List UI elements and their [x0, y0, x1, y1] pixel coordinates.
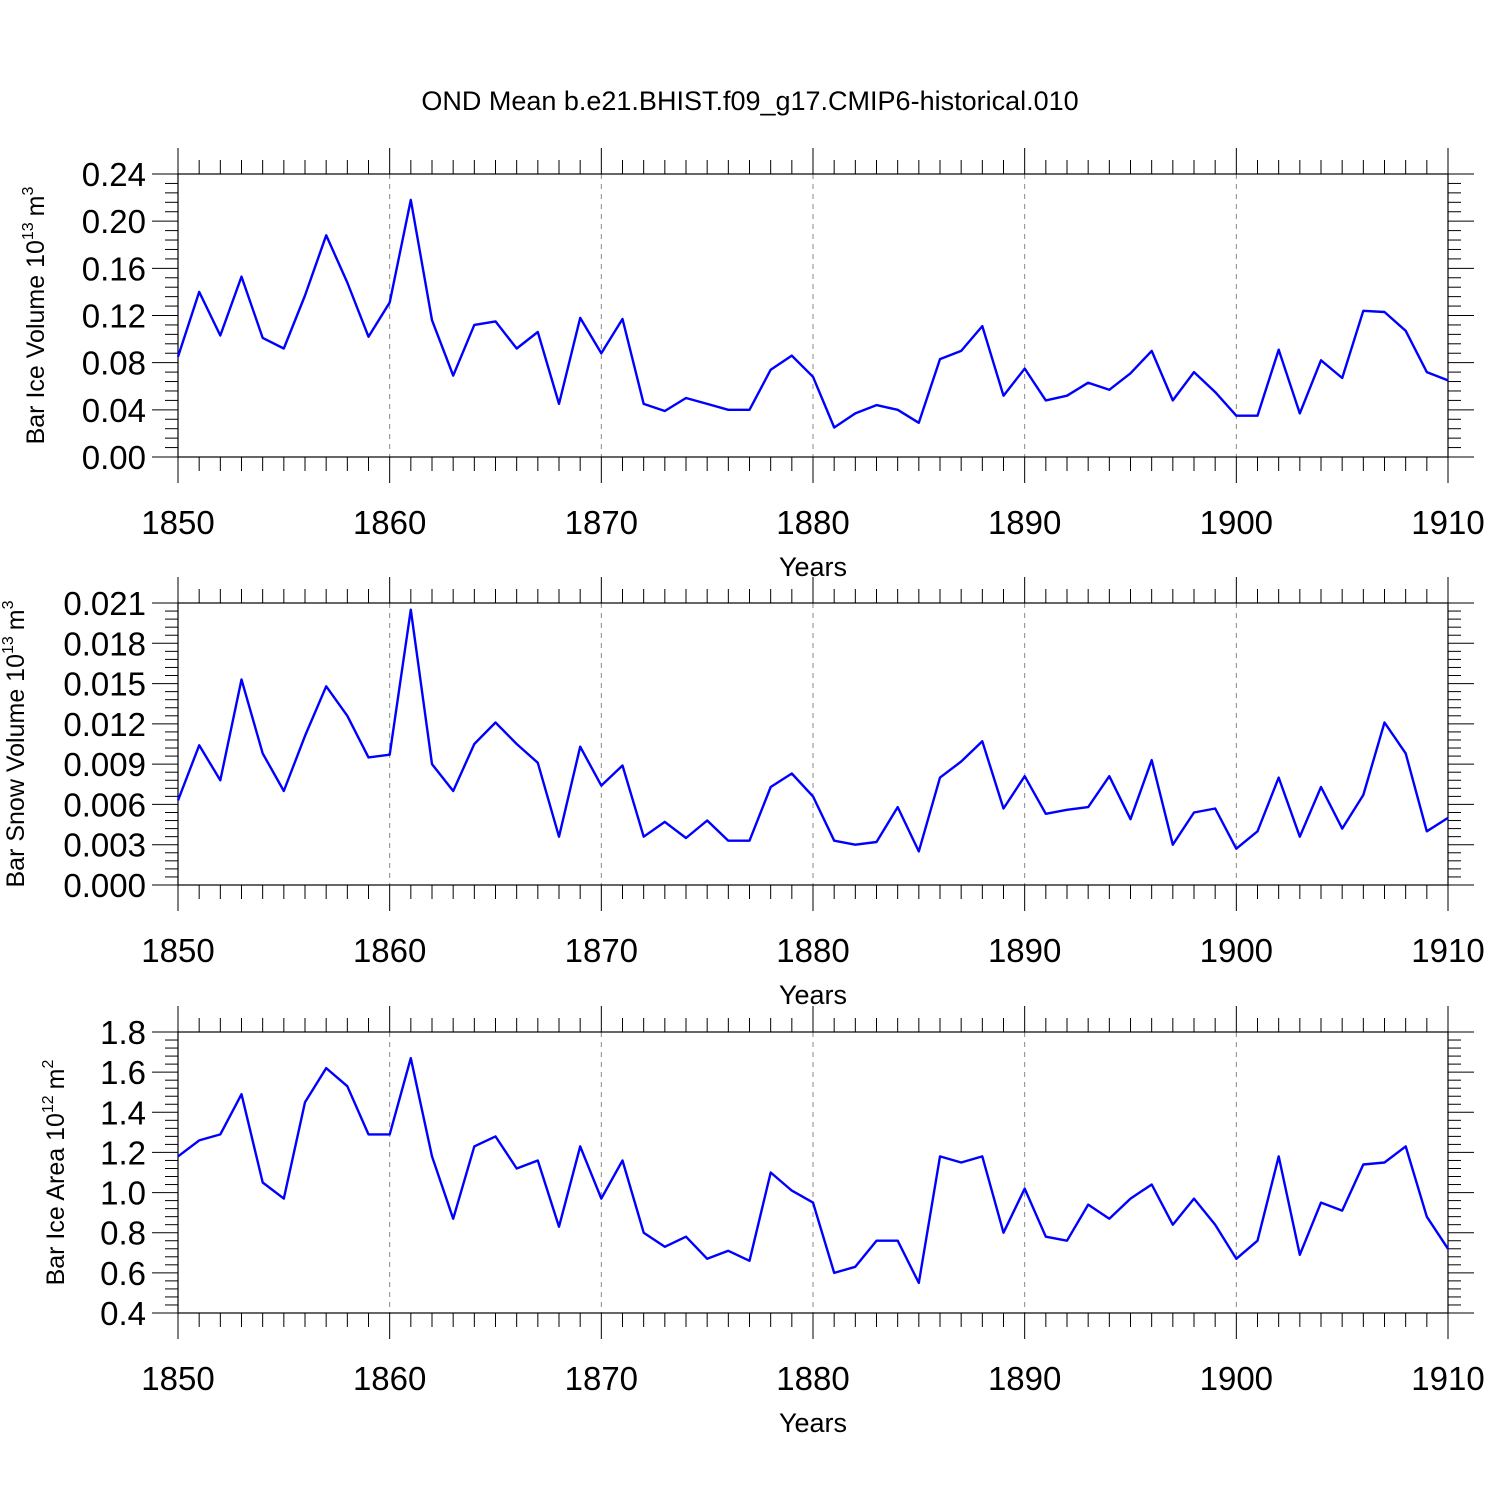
series-line	[176, 608, 1449, 853]
y-tick-label: 1.6	[100, 1054, 146, 1091]
y-tick-label: 0.018	[63, 625, 146, 662]
x-tick-label: 1900	[1200, 504, 1273, 541]
y-tick-label: 0.4	[100, 1295, 146, 1332]
y-tick-label: 1.0	[100, 1175, 146, 1212]
y-tick-label: 0.006	[63, 786, 146, 823]
y-axis-label: Bar Snow Volume 1013 m3	[0, 600, 30, 887]
plot-frame	[177, 602, 1449, 886]
y-axis-label: Bar Ice Area 1012 m2	[40, 1059, 70, 1285]
x-tick-label: 1860	[353, 504, 426, 541]
y-tick-label: 0.16	[82, 250, 146, 287]
y-axis-label-exponent: 12	[40, 1095, 57, 1113]
x-tick-label: 1850	[141, 932, 214, 969]
y-axis-label-text: Bar Ice Area 10	[42, 1113, 70, 1285]
y-tick-label: 0.6	[100, 1255, 146, 1292]
y-axis-label-unit-exponent: 3	[20, 186, 37, 195]
x-tick-label: 1850	[141, 1360, 214, 1397]
y-tick-label: 0.000	[63, 867, 146, 904]
y-axis-label-unit-exponent: 2	[40, 1059, 57, 1068]
x-tick-label: 1900	[1200, 1360, 1273, 1397]
x-tick-label: 1880	[776, 932, 849, 969]
x-tick-label: 1910	[1411, 504, 1484, 541]
y-tick-label: 1.4	[100, 1094, 146, 1131]
y-axis-label-text: Bar Snow Volume 10	[2, 654, 30, 887]
x-axis-label: Years	[779, 980, 847, 1010]
x-tick-label: 1890	[988, 932, 1061, 969]
y-axis-label-exponent: 13	[20, 222, 37, 240]
x-tick-label: 1870	[565, 504, 638, 541]
y-tick-label: 0.021	[63, 585, 146, 622]
x-tick-label: 1910	[1411, 932, 1484, 969]
y-tick-label: 0.015	[63, 666, 146, 703]
y-axis-label: Bar Ice Volume 1013 m3	[20, 186, 50, 444]
y-tick-label: 0.009	[63, 746, 146, 783]
y-axis-label-unit: m	[2, 609, 30, 630]
x-tick-label: 1870	[565, 932, 638, 969]
y-tick-label: 0.24	[82, 156, 146, 193]
series-line	[176, 198, 1449, 429]
series-line	[177, 1056, 1450, 1285]
y-tick-label: 0.20	[82, 203, 146, 240]
y-tick-label: 1.8	[100, 1014, 146, 1051]
plot-frame	[177, 1031, 1449, 1314]
panel-3: 0.40.60.81.0 1.21.41.61.8 1850 1860 1870 1880…	[40, 1006, 1485, 1438]
y-tick-label: 0.12	[82, 298, 146, 335]
panel-1: 0.00 0.04 0.08 0.12 0.16 0.20 0.24 1850 1860 1870…	[20, 148, 1485, 582]
y-axis-label-exponent: 13	[0, 636, 17, 654]
y-tick-label: 1.2	[100, 1134, 146, 1171]
x-tick-label: 1890	[988, 504, 1061, 541]
y-axis-label-unit: m	[22, 195, 50, 216]
y-tick-label: 0.08	[82, 345, 146, 382]
y-axis-label-text: Bar Ice Volume 10	[22, 240, 50, 444]
x-tick-label: 1860	[353, 932, 426, 969]
y-tick-label: 0.04	[82, 392, 146, 429]
x-tick-label: 1880	[776, 504, 849, 541]
plot-frame	[177, 173, 1449, 458]
x-axis-label: Years	[779, 1408, 847, 1438]
y-tick-label: 0.00	[82, 439, 146, 476]
x-tick-label: 1910	[1411, 1360, 1484, 1397]
x-tick-label: 1870	[565, 1360, 638, 1397]
y-tick-label: 0.8	[100, 1215, 146, 1252]
y-tick-label: 0.003	[63, 827, 146, 864]
x-tick-label: 1900	[1200, 932, 1273, 969]
y-axis-label-unit-exponent: 3	[0, 600, 17, 609]
y-tick-label: 0.012	[63, 706, 146, 743]
x-tick-label: 1890	[988, 1360, 1061, 1397]
panels: 0.00 0.04 0.08 0.12 0.16 0.20 0.24 1850 1860 1870…	[0, 148, 1485, 1438]
x-tick-label: 1850	[141, 504, 214, 541]
x-tick-label: 1860	[353, 1360, 426, 1397]
figure-title: OND Mean b.e21.BHIST.f09_g17.CMIP6-histo…	[421, 86, 1078, 116]
x-tick-label: 1880	[776, 1360, 849, 1397]
y-axis-label-unit: m	[42, 1068, 70, 1089]
